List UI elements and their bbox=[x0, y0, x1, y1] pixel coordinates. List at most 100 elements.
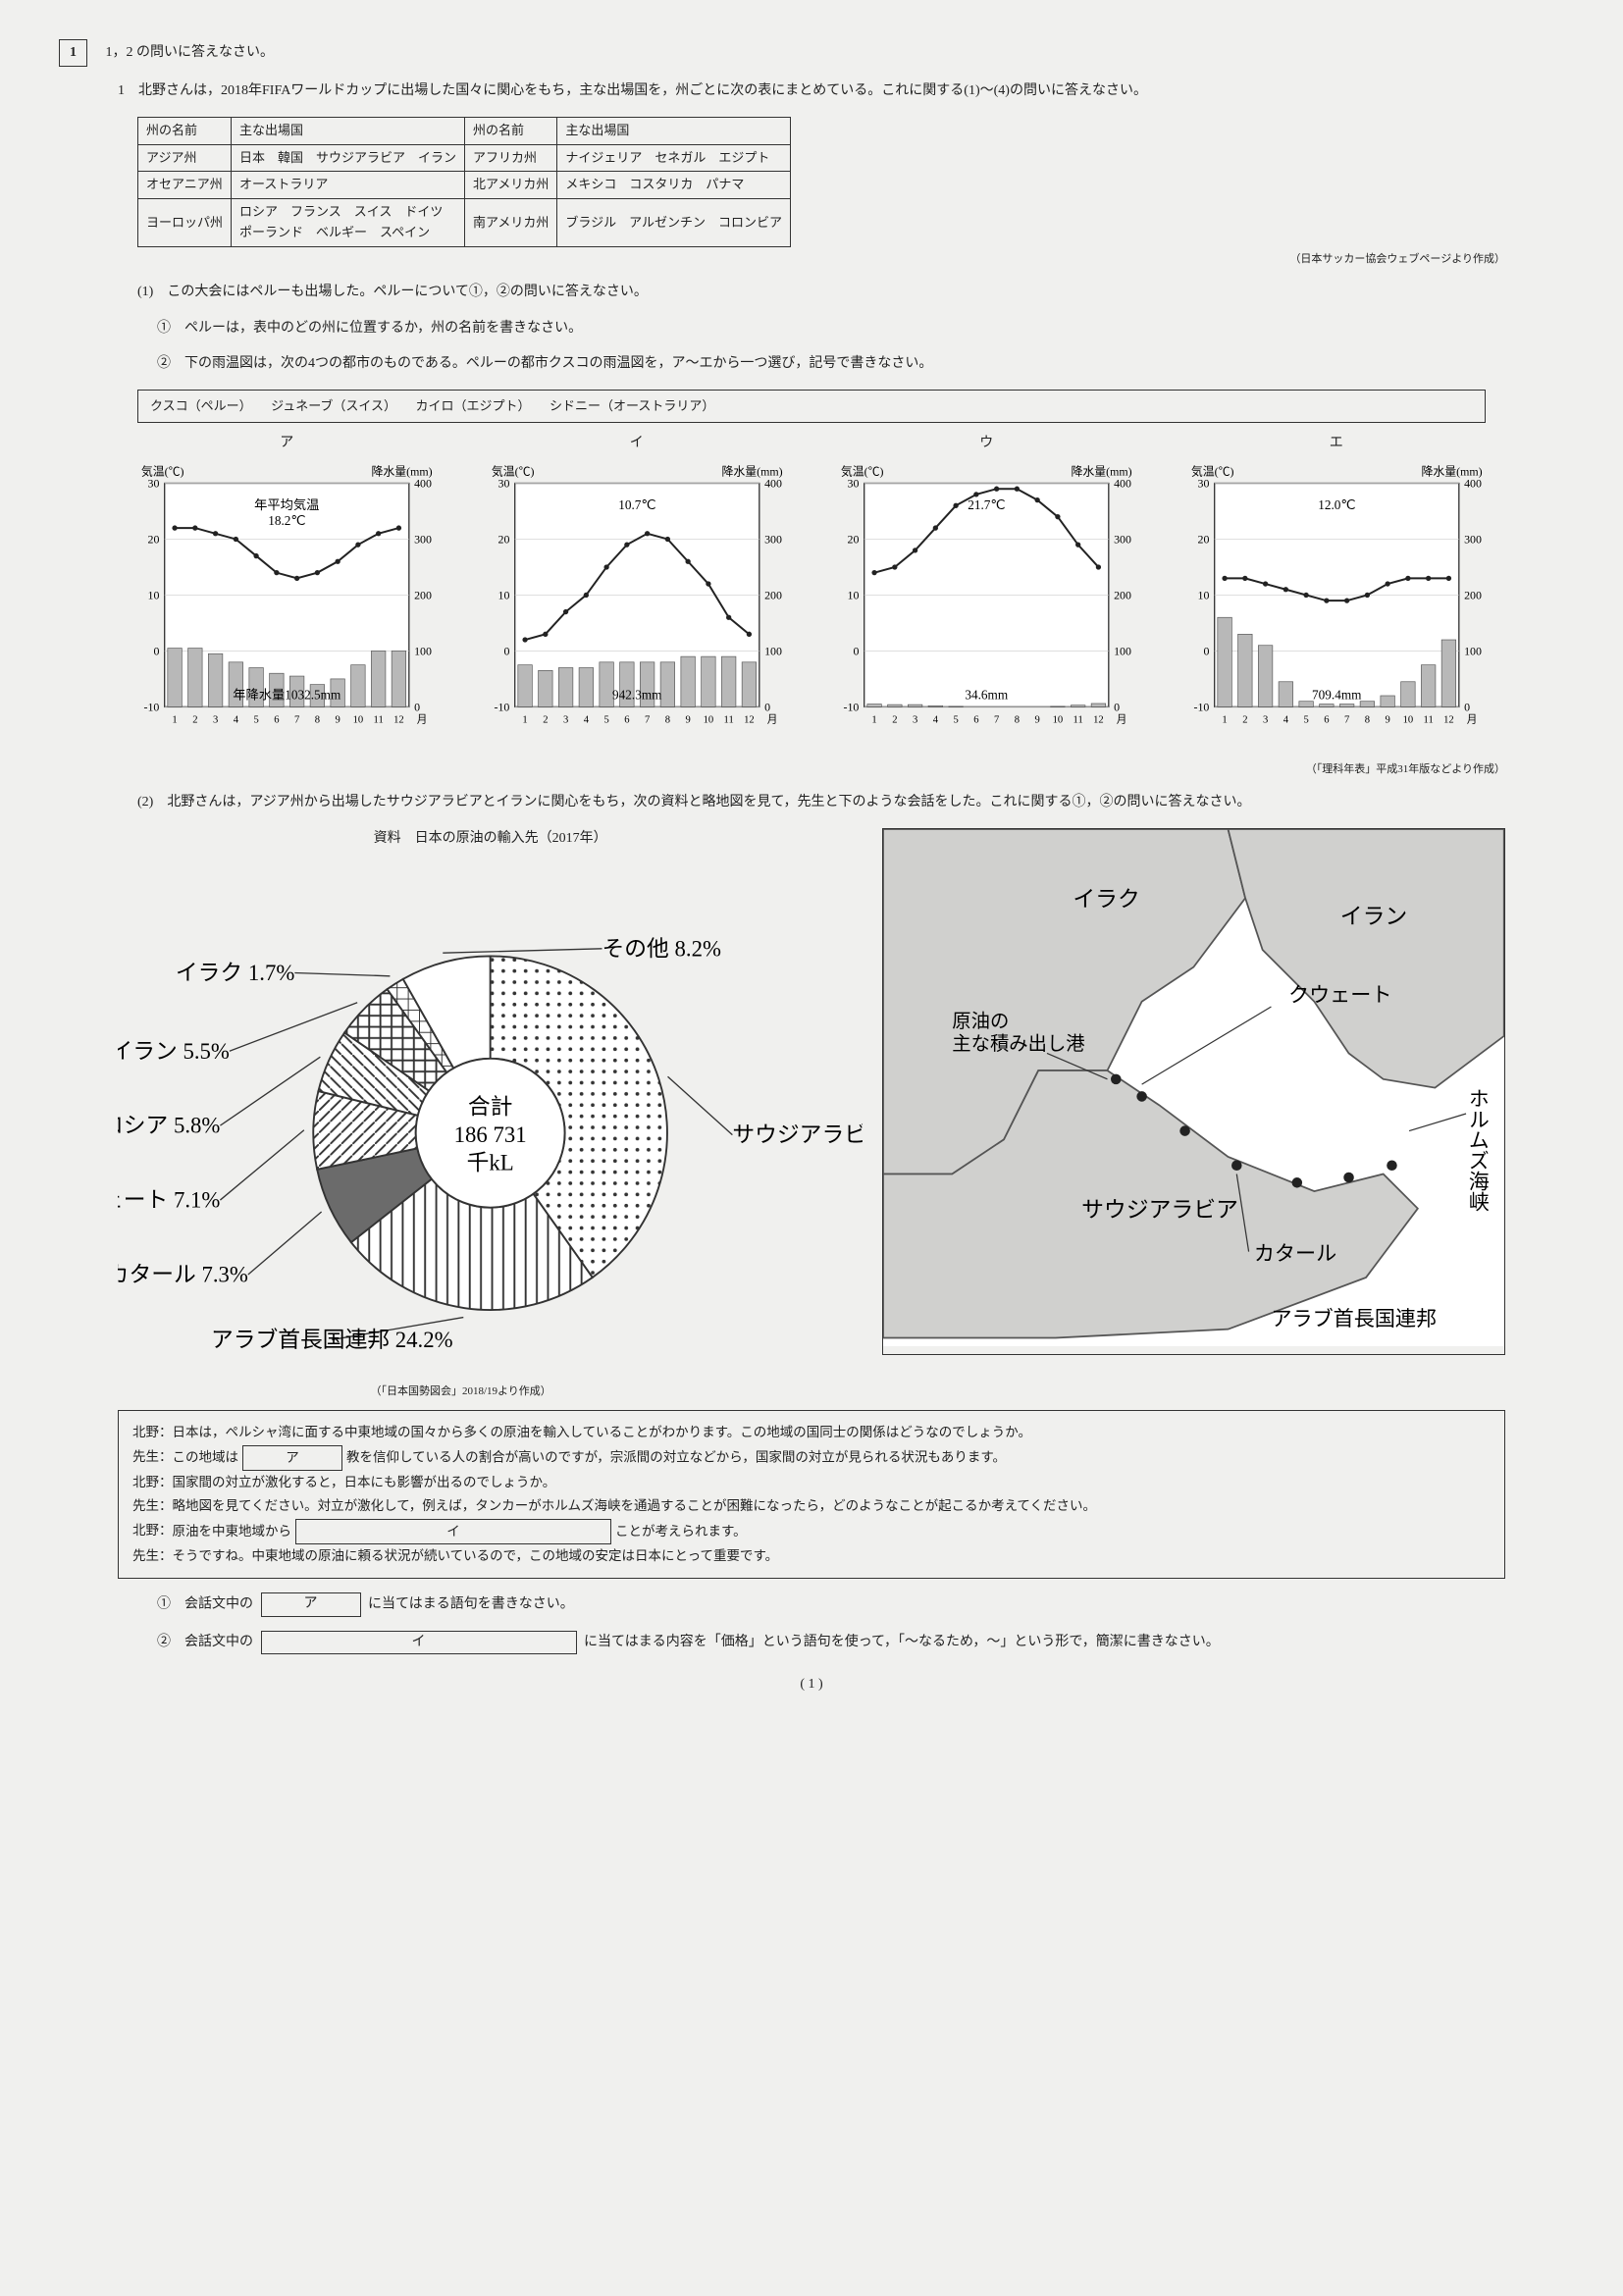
svg-text:8: 8 bbox=[315, 714, 320, 725]
dialogue-text: 原油を中東地域からイことが考えられます。 bbox=[173, 1519, 747, 1544]
svg-text:0: 0 bbox=[153, 644, 159, 657]
svg-text:9: 9 bbox=[685, 714, 690, 725]
svg-text:-10: -10 bbox=[144, 700, 160, 713]
dialogue-line: 先生：そうですね。中東地域の原油に頼る状況が続いているので，この地域の安定は日本… bbox=[132, 1544, 1491, 1568]
svg-text:7: 7 bbox=[294, 714, 299, 725]
svg-text:7: 7 bbox=[994, 714, 999, 725]
svg-text:合計: 合計 bbox=[468, 1095, 513, 1120]
svg-text:12: 12 bbox=[1093, 714, 1104, 725]
svg-text:1: 1 bbox=[871, 714, 876, 725]
svg-text:30: 30 bbox=[147, 476, 159, 490]
svg-text:5: 5 bbox=[953, 714, 958, 725]
dialogue-box: 北野：日本は，ペルシャ湾に面する中東地域の国々から多くの原油を輸入していることが… bbox=[118, 1410, 1505, 1579]
cell: ロシア フランス スイス ドイツ ポーランド ベルギー スペイン bbox=[232, 199, 465, 247]
climograph-ア: ア-1001020300100200300400気温(℃)降水量(mm)1234… bbox=[118, 433, 456, 751]
svg-text:気温(℃): 気温(℃) bbox=[141, 464, 184, 478]
cell: 北アメリカ州 bbox=[465, 172, 557, 199]
svg-text:0: 0 bbox=[503, 644, 509, 657]
svg-text:気温(℃): 気温(℃) bbox=[841, 464, 884, 478]
svg-text:3: 3 bbox=[913, 714, 917, 725]
svg-text:11: 11 bbox=[723, 714, 733, 725]
svg-text:10: 10 bbox=[1402, 714, 1413, 725]
svg-text:11: 11 bbox=[374, 714, 384, 725]
text: に当てはまる語句を書きなさい。 bbox=[368, 1597, 574, 1612]
svg-text:200: 200 bbox=[764, 588, 782, 601]
svg-text:30: 30 bbox=[497, 476, 509, 490]
svg-text:1: 1 bbox=[522, 714, 527, 725]
blank-a: ア bbox=[261, 1592, 361, 1616]
svg-text:100: 100 bbox=[1114, 644, 1131, 657]
chart-label: ア bbox=[118, 433, 456, 454]
chart-label: エ bbox=[1168, 433, 1506, 454]
climograph-source: （「理科年表」平成31年版などより作成） bbox=[59, 761, 1505, 779]
dialogue-line: 先生：略地図を見てください。対立が激化して，例えば，タンカーがホルムズ海峡を通過… bbox=[132, 1494, 1491, 1518]
blank-i: イ bbox=[261, 1631, 577, 1654]
svg-text:ホルムズ海峡: ホルムズ海峡 bbox=[1467, 1087, 1491, 1212]
svg-text:5: 5 bbox=[603, 714, 608, 725]
cell: アフリカ州 bbox=[465, 144, 557, 172]
svg-text:月: 月 bbox=[766, 713, 777, 725]
city-list-box: クスコ（ペルー） ジュネーブ（スイス） カイロ（エジプト） シドニー（オーストラ… bbox=[137, 390, 1486, 424]
svg-text:サウジアラビア 40.2%: サウジアラビア 40.2% bbox=[732, 1122, 863, 1147]
svg-text:18.2℃: 18.2℃ bbox=[268, 513, 305, 528]
climograph-イ: イ-1001020300100200300400気温(℃)降水量(mm)1234… bbox=[468, 433, 807, 751]
middle-east-map: イラクイランクウェートサウジアラビアカタールアラブ首長国連邦ホルムズ海峡原油の主… bbox=[883, 829, 1504, 1346]
svg-text:300: 300 bbox=[1114, 532, 1131, 546]
pie-source: （「日本国勢図会」2018/19より作成） bbox=[118, 1383, 804, 1401]
svg-text:100: 100 bbox=[764, 644, 782, 657]
cell: オーストラリア bbox=[232, 172, 465, 199]
svg-text:イラク: イラク bbox=[1073, 887, 1140, 912]
svg-text:4: 4 bbox=[583, 714, 589, 725]
svg-text:0: 0 bbox=[853, 644, 859, 657]
svg-text:300: 300 bbox=[414, 532, 432, 546]
svg-text:千kL: 千kL bbox=[467, 1151, 514, 1175]
svg-text:3: 3 bbox=[562, 714, 567, 725]
svg-text:6: 6 bbox=[624, 714, 629, 725]
cell: ブラジル アルゼンチン コロンビア bbox=[557, 199, 791, 247]
svg-text:降水量(mm): 降水量(mm) bbox=[721, 464, 782, 478]
table-row: オセアニア州 オーストラリア 北アメリカ州 メキシコ コスタリカ パナマ bbox=[138, 172, 791, 199]
blank-i: イ bbox=[295, 1519, 611, 1544]
svg-text:9: 9 bbox=[335, 714, 340, 725]
svg-text:4: 4 bbox=[234, 714, 239, 725]
text: に当てはまる内容を「価格」という語句を使って，「～なるため，～」という形で，簡潔… bbox=[584, 1635, 1220, 1649]
climograph-row: ア-1001020300100200300400気温(℃)降水量(mm)1234… bbox=[118, 433, 1505, 751]
svg-text:11: 11 bbox=[1073, 714, 1083, 725]
svg-text:6: 6 bbox=[1324, 714, 1329, 725]
svg-text:0: 0 bbox=[1464, 700, 1470, 713]
dialogue-line: 北野：原油を中東地域からイことが考えられます。 bbox=[132, 1519, 1491, 1544]
climograph-ウ: ウ-1001020300100200300400気温(℃)降水量(mm)1234… bbox=[817, 433, 1156, 751]
svg-text:12: 12 bbox=[393, 714, 404, 725]
svg-text:降水量(mm): 降水量(mm) bbox=[371, 464, 432, 478]
svg-text:年降水量1032.5mm: 年降水量1032.5mm bbox=[233, 687, 341, 702]
countries-table: 州の名前 主な出場国 州の名前 主な出場国 アジア州 日本 韓国 サウジアラビア… bbox=[137, 117, 791, 247]
svg-text:200: 200 bbox=[414, 588, 432, 601]
table-header: 州の名前 bbox=[465, 117, 557, 144]
svg-text:降水量(mm): 降水量(mm) bbox=[1421, 464, 1482, 478]
svg-text:20: 20 bbox=[147, 532, 159, 546]
svg-text:カタール 7.3%: カタール 7.3% bbox=[118, 1263, 248, 1287]
svg-text:アラブ首長国連邦 24.2%: アラブ首長国連邦 24.2% bbox=[211, 1328, 453, 1352]
svg-text:イラン 5.5%: イラン 5.5% bbox=[118, 1039, 230, 1064]
svg-text:0: 0 bbox=[764, 700, 770, 713]
svg-text:5: 5 bbox=[1303, 714, 1308, 725]
svg-text:10.7℃: 10.7℃ bbox=[618, 497, 655, 512]
svg-text:400: 400 bbox=[764, 476, 782, 490]
svg-text:200: 200 bbox=[1114, 588, 1131, 601]
speaker: 先生： bbox=[132, 1494, 173, 1518]
cell: オセアニア州 bbox=[138, 172, 232, 199]
svg-text:3: 3 bbox=[1262, 714, 1267, 725]
svg-text:100: 100 bbox=[1464, 644, 1482, 657]
svg-text:10: 10 bbox=[703, 714, 713, 725]
svg-text:原油の: 原油の bbox=[953, 1011, 1010, 1032]
question-number-box: 1 bbox=[59, 39, 87, 67]
svg-text:2: 2 bbox=[543, 714, 548, 725]
q1-1: (1) この大会にはペルーも出場した。ペルーについて①，②の問いに答えなさい。 bbox=[137, 282, 1564, 303]
cell: 日本 韓国 サウジアラビア イラン bbox=[232, 144, 465, 172]
q1-2: (2) 北野さんは，アジア州から出場したサウジアラビアとイランに関心をもち，次の… bbox=[137, 792, 1564, 813]
map-area: イラクイランクウェートサウジアラビアカタールアラブ首長国連邦ホルムズ海峡原油の主… bbox=[882, 828, 1505, 1356]
main-instruction: 1，2 の問いに答えなさい。 bbox=[106, 45, 275, 60]
svg-text:10: 10 bbox=[497, 588, 509, 601]
svg-text:942.3mm: 942.3mm bbox=[612, 687, 662, 702]
text: ② 会話文中の bbox=[157, 1635, 253, 1649]
